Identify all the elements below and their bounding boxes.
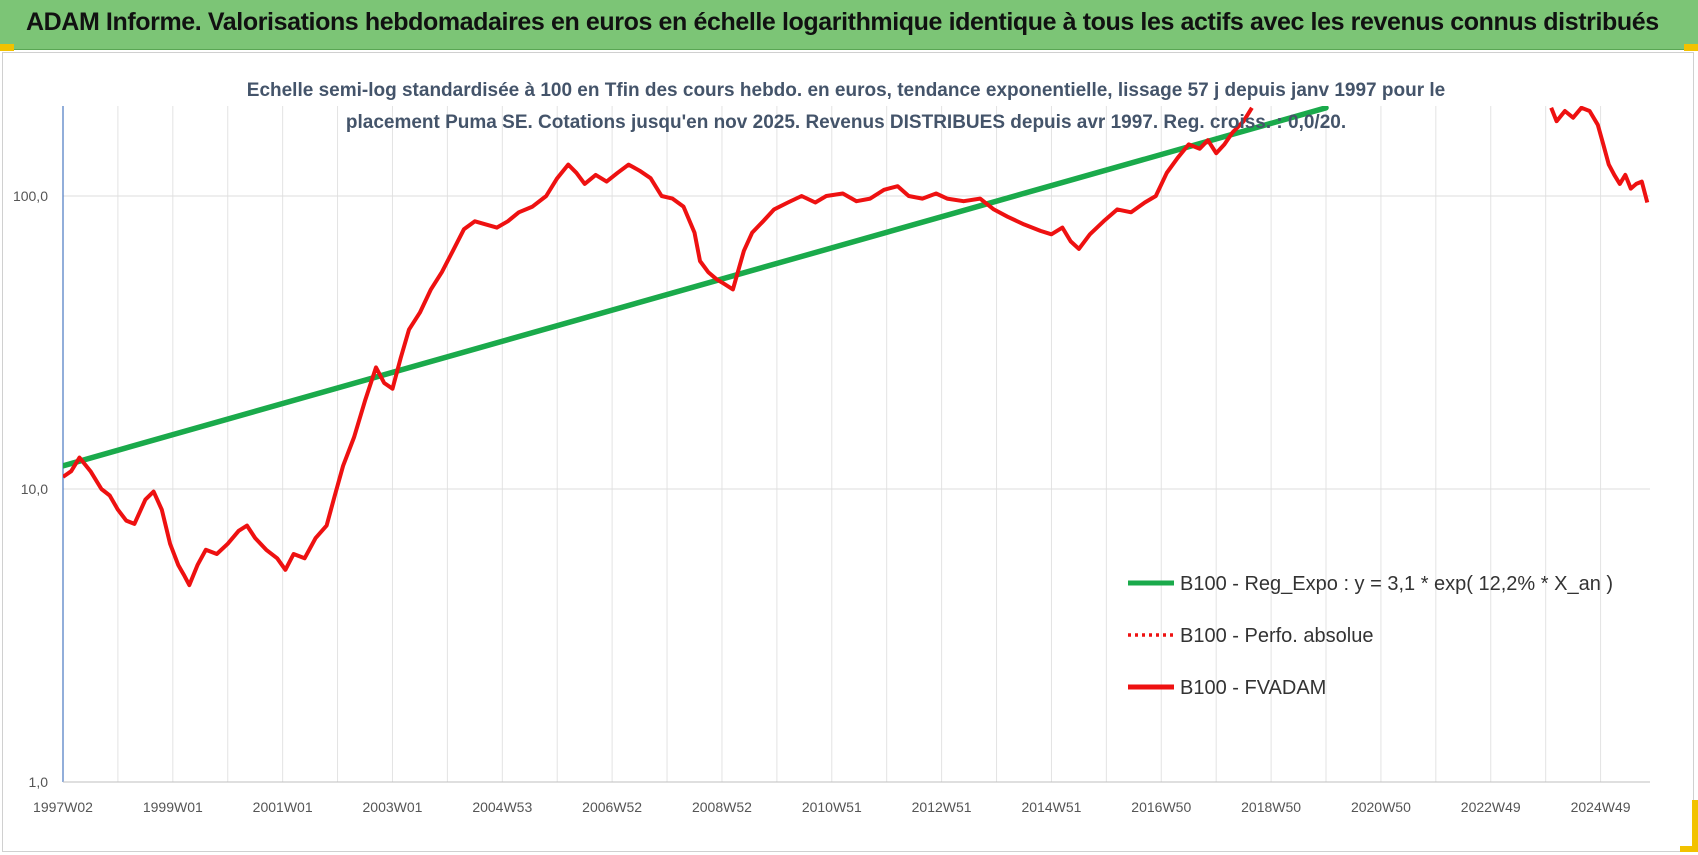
legend: B100 - Reg_Expo : y = 3,1 * exp( 12,2% *…: [1128, 573, 1613, 699]
legend-item-reg-expo: B100 - Reg_Expo : y = 3,1 * exp( 12,2% *…: [1128, 573, 1613, 595]
x-tick-label: 2004W53: [472, 799, 532, 815]
legend-label: B100 - FVADAM: [1180, 677, 1326, 699]
corner-mark-top-left: [0, 44, 14, 51]
x-tick-label: 2018W50: [1241, 799, 1301, 815]
legend-label: B100 - Perfo. absolue: [1180, 625, 1373, 647]
y-tick-labels: 1,0 10,0 100,0: [13, 188, 48, 790]
x-tick-label: 2014W51: [1021, 799, 1081, 815]
x-tick-label: 1997W02: [33, 799, 93, 815]
x-tick-labels: 1997W02 1999W01 2001W01 2003W01 2004W53 2006W…: [33, 799, 1631, 815]
chart-subtitle-line1: Echelle semi-log standardisée à 100 en T…: [247, 80, 1445, 101]
series-layer: [63, 106, 1650, 588]
legend-item-perfo-absolue: B100 - Perfo. absolue: [1128, 625, 1373, 647]
corner-mark-bottom-right-base: [1680, 846, 1698, 852]
fvadam-line-end: [1549, 106, 1650, 204]
trend-line: [63, 106, 1329, 469]
fvadam-line: [63, 106, 1254, 588]
x-tick-label: 2003W01: [363, 799, 423, 815]
x-tick-label: 2022W49: [1461, 799, 1521, 815]
x-tick-label: 2016W50: [1131, 799, 1191, 815]
chart-subtitle-line2: placement Puma SE. Cotations jusqu'en no…: [346, 112, 1346, 133]
x-tick-label: 1999W01: [143, 799, 203, 815]
y-tick-label: 100,0: [13, 188, 48, 204]
x-tick-label: 2024W49: [1571, 799, 1631, 815]
x-tick-label: 2001W01: [253, 799, 313, 815]
y-tick-label: 1,0: [29, 774, 49, 790]
grid: [62, 106, 1650, 783]
corner-mark-bottom-right: [1692, 800, 1698, 850]
x-tick-label: 2020W50: [1351, 799, 1411, 815]
x-tick-label: 2008W52: [692, 799, 752, 815]
page-title: ADAM Informe. Valorisations hebdomadaire…: [26, 8, 1659, 36]
x-tick-label: 2012W51: [912, 799, 972, 815]
x-tick-label: 2010W51: [802, 799, 862, 815]
x-tick-label: 2006W52: [582, 799, 642, 815]
corner-mark-top-right: [1684, 44, 1698, 51]
legend-label: B100 - Reg_Expo : y = 3,1 * exp( 12,2% *…: [1180, 573, 1613, 595]
title-banner: ADAM Informe. Valorisations hebdomadaire…: [0, 0, 1698, 50]
legend-item-fvadam: B100 - FVADAM: [1128, 677, 1326, 699]
y-tick-label: 10,0: [21, 481, 48, 497]
chart-frame: [2, 52, 1694, 852]
